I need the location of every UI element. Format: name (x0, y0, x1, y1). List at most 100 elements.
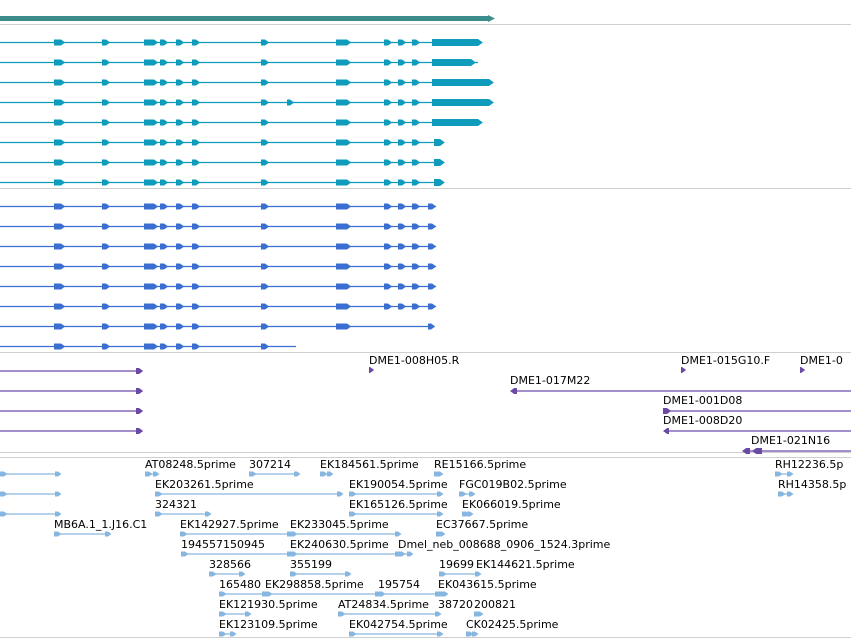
est-label[interactable]: EK066019.5prime (462, 498, 561, 511)
est-start[interactable] (54, 531, 62, 537)
exon[interactable] (176, 223, 185, 230)
est-feature[interactable] (436, 531, 446, 537)
exon[interactable] (176, 139, 185, 146)
transcripts-track-a[interactable] (0, 39, 494, 186)
exon[interactable] (336, 263, 352, 270)
exon[interactable] (176, 99, 185, 106)
exon[interactable] (261, 223, 270, 230)
exon[interactable] (144, 303, 159, 310)
utr-exon[interactable] (432, 79, 494, 86)
exon[interactable] (102, 179, 111, 186)
exon[interactable] (398, 39, 407, 46)
exon[interactable] (261, 179, 270, 186)
exon[interactable] (428, 243, 437, 250)
exon[interactable] (54, 99, 66, 106)
exon[interactable] (102, 283, 111, 290)
est-label[interactable]: 194557150945 (181, 538, 265, 551)
est-start[interactable] (438, 591, 446, 597)
est-feature[interactable] (338, 611, 442, 617)
exon[interactable] (336, 179, 352, 186)
est-start[interactable] (349, 631, 357, 637)
est-start[interactable] (320, 471, 328, 477)
cdna-clone-feature[interactable] (0, 428, 144, 434)
exon[interactable] (336, 243, 352, 250)
transcript-a-8[interactable] (0, 179, 445, 186)
est-start[interactable] (434, 471, 442, 477)
est-feature[interactable] (0, 471, 62, 477)
est-start[interactable] (466, 631, 474, 637)
exon[interactable] (384, 79, 393, 86)
exon[interactable] (336, 79, 352, 86)
cdna-clone-feature[interactable] (0, 388, 144, 394)
est-end[interactable] (437, 631, 444, 637)
exon[interactable] (176, 79, 185, 86)
exon[interactable] (412, 223, 421, 230)
exon[interactable] (176, 323, 185, 330)
exon[interactable] (192, 139, 201, 146)
exon[interactable] (176, 59, 185, 66)
exon[interactable] (54, 303, 66, 310)
clone-marker[interactable] (681, 367, 687, 373)
exon[interactable] (412, 159, 421, 166)
est-feature[interactable] (349, 631, 444, 637)
exon[interactable] (384, 159, 393, 166)
exon[interactable] (412, 203, 421, 210)
exon[interactable] (192, 119, 201, 126)
est-feature[interactable] (349, 511, 444, 517)
est-feature[interactable] (219, 611, 252, 617)
exon[interactable] (336, 99, 352, 106)
est-end[interactable] (205, 511, 212, 517)
est-end[interactable] (435, 611, 442, 617)
exon[interactable] (144, 139, 159, 146)
est-label[interactable]: Dmel_neb_008688_0906_1524.3prime (398, 538, 610, 551)
exon[interactable] (176, 39, 185, 46)
transcript-a-1[interactable] (0, 39, 483, 46)
exon[interactable] (144, 243, 159, 250)
clone-DME1-001D08[interactable] (663, 408, 851, 414)
exon[interactable] (54, 203, 66, 210)
exon[interactable] (336, 223, 352, 230)
transcript-b-5[interactable] (0, 283, 437, 290)
exon[interactable] (160, 283, 169, 290)
transcript-a-3[interactable] (0, 79, 494, 86)
exon[interactable] (102, 99, 111, 106)
exon[interactable] (412, 243, 421, 250)
exon[interactable] (160, 343, 169, 350)
est-start[interactable] (459, 491, 467, 497)
est-feature[interactable] (459, 491, 476, 497)
est-feature[interactable] (219, 591, 269, 597)
clone-label[interactable]: DME1-0 (800, 354, 843, 367)
exon[interactable] (144, 159, 159, 166)
exon[interactable] (192, 223, 201, 230)
utr-exon[interactable] (432, 99, 494, 106)
est-feature[interactable] (265, 591, 382, 597)
est-start[interactable] (219, 591, 227, 597)
est-start[interactable] (378, 591, 386, 597)
exon[interactable] (192, 179, 201, 186)
est-feature[interactable] (54, 531, 112, 537)
est-label[interactable]: 195754 (378, 578, 420, 591)
clone-end[interactable] (663, 408, 672, 414)
exon[interactable] (144, 203, 159, 210)
est-end[interactable] (153, 471, 160, 477)
exon[interactable] (144, 179, 159, 186)
clone-end[interactable] (663, 428, 669, 434)
clone-label[interactable]: DME1-008D20 (663, 414, 742, 427)
utr-exon[interactable] (434, 179, 445, 186)
est-label[interactable]: 355199 (290, 558, 332, 571)
est-feature[interactable] (290, 531, 402, 537)
est-label[interactable]: AT24834.5prime (338, 598, 429, 611)
exon[interactable] (176, 159, 185, 166)
exon[interactable] (160, 263, 169, 270)
exon[interactable] (160, 323, 169, 330)
exon[interactable] (287, 99, 295, 106)
est-feature[interactable] (155, 511, 212, 517)
exon[interactable] (160, 223, 169, 230)
exon[interactable] (261, 263, 270, 270)
exon[interactable] (144, 79, 159, 86)
exon[interactable] (160, 99, 169, 106)
exon[interactable] (102, 303, 111, 310)
exon[interactable] (54, 139, 66, 146)
exon[interactable] (384, 39, 393, 46)
est-feature[interactable] (181, 551, 294, 557)
